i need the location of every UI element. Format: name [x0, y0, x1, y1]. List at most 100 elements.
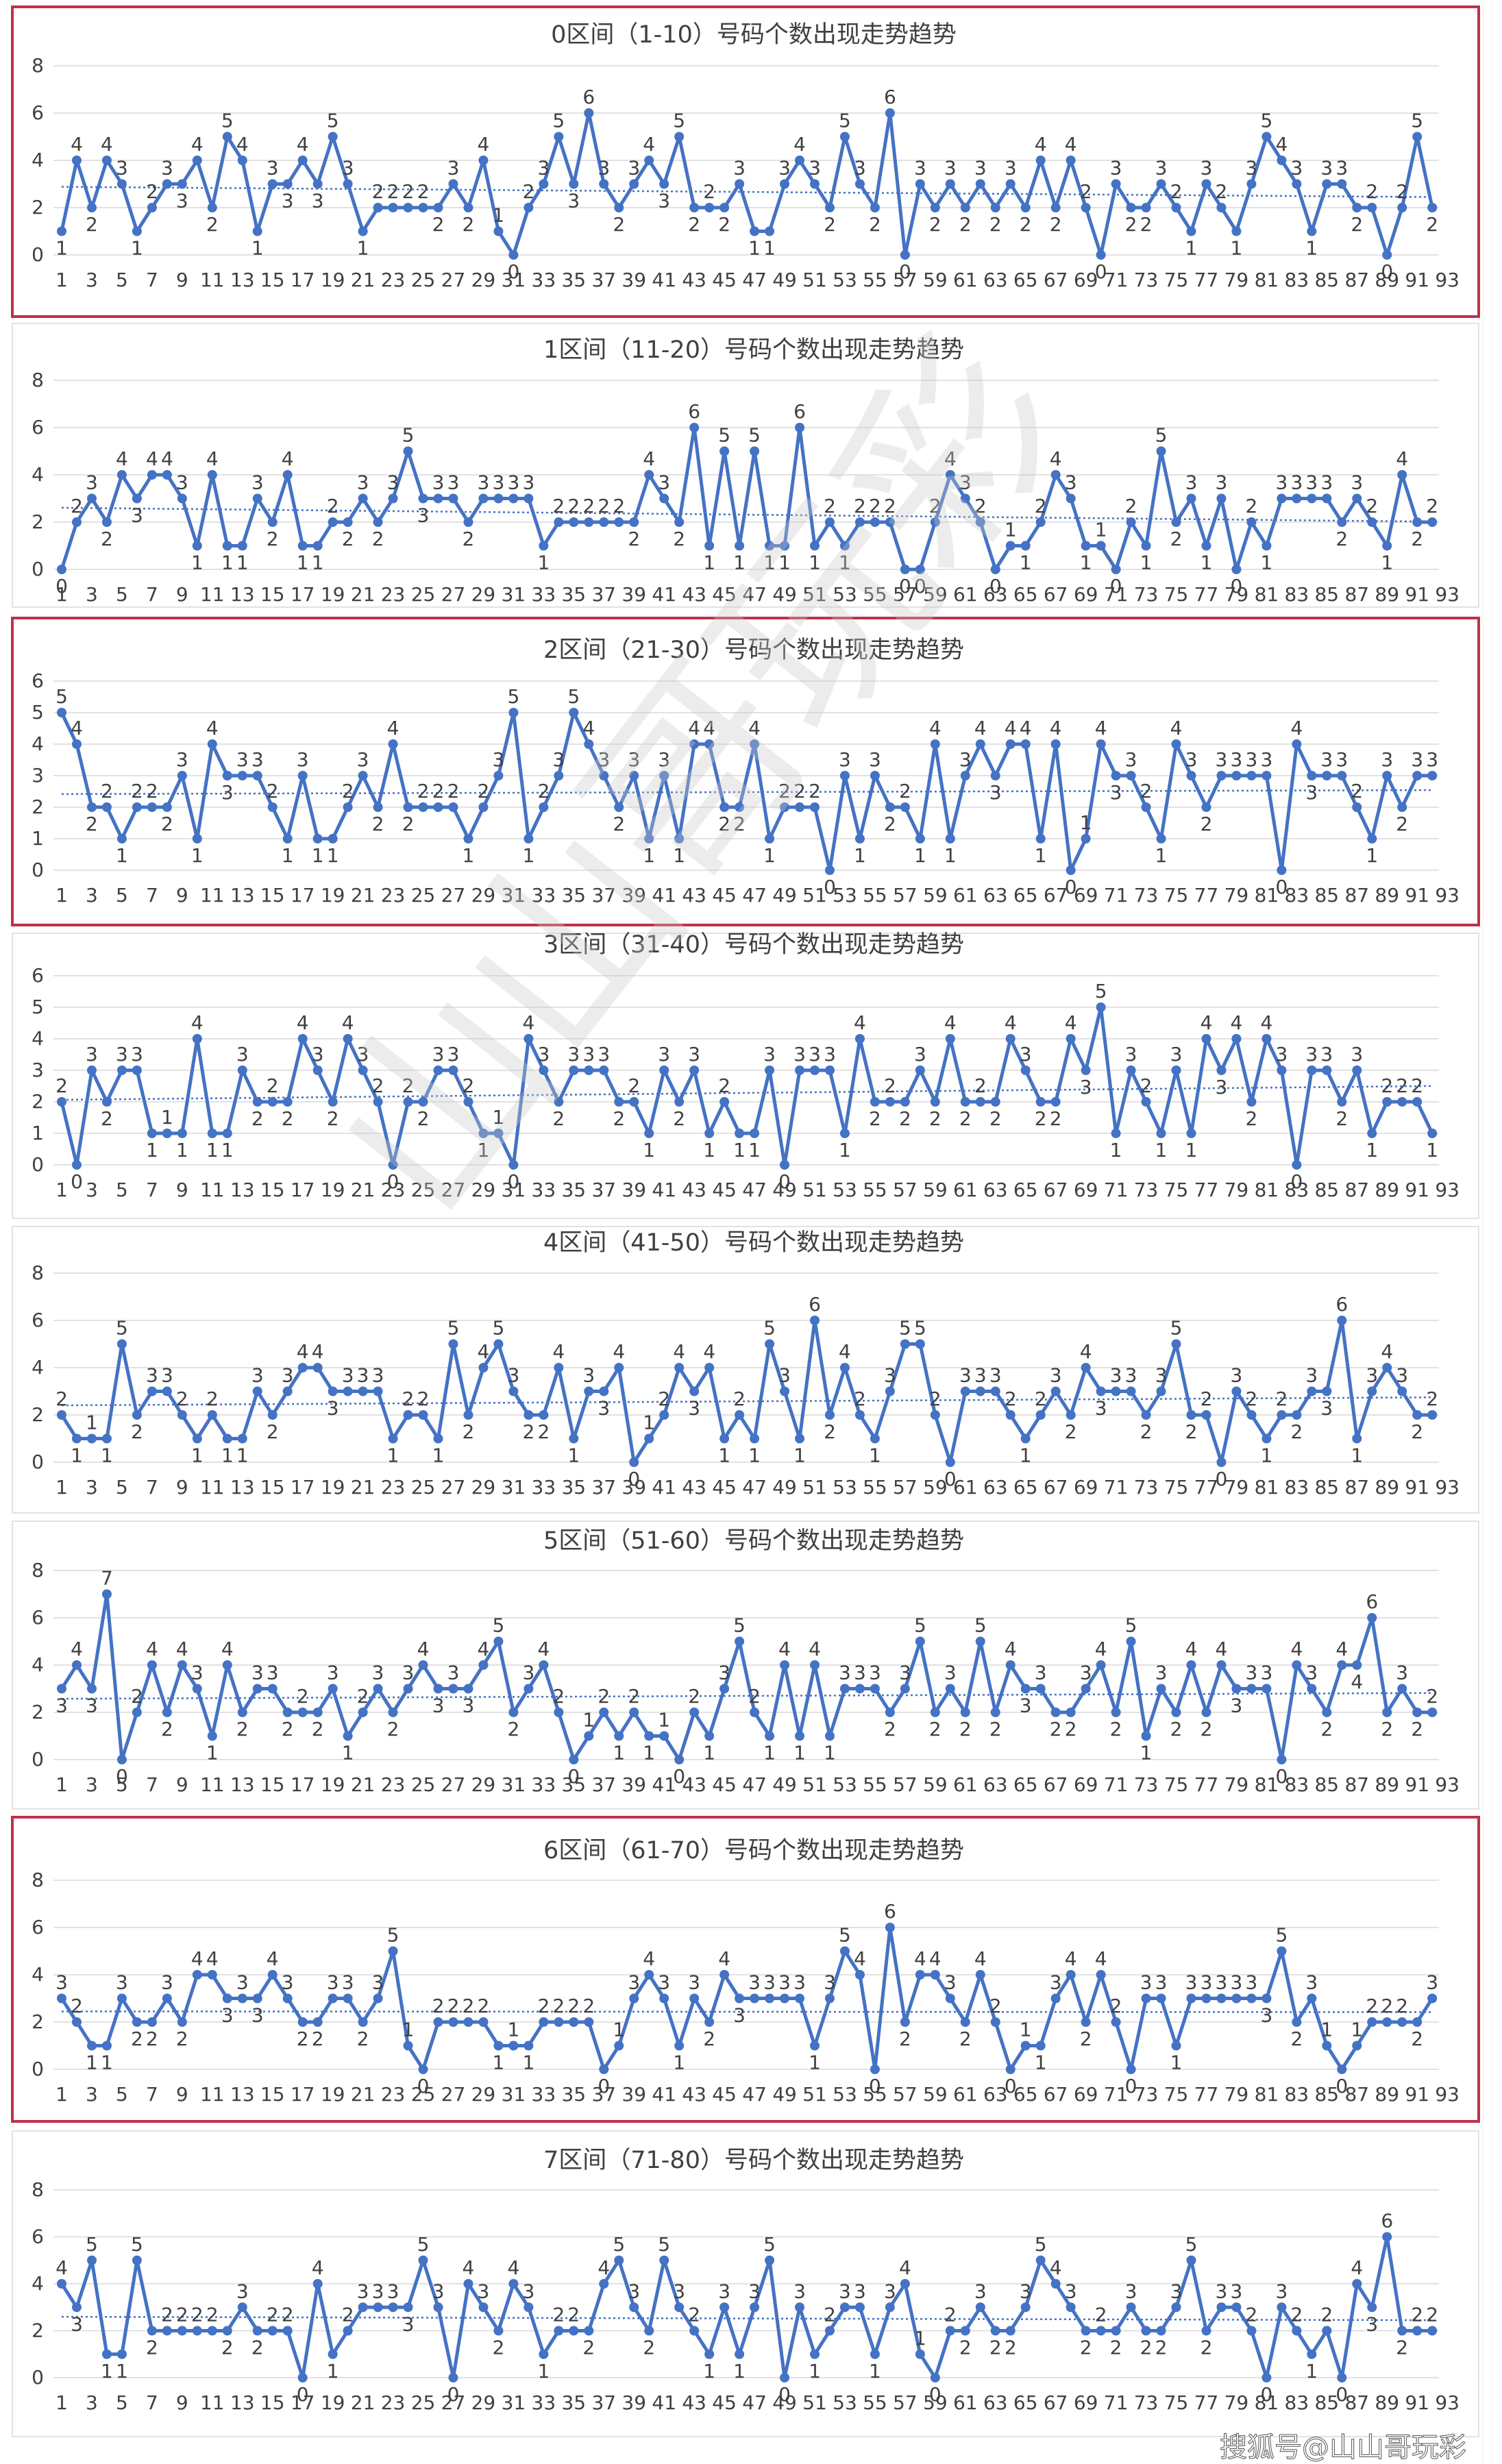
data-point	[237, 1065, 247, 1075]
data-label: 5	[839, 1924, 851, 1947]
data-label: 4	[1050, 717, 1062, 739]
data-point	[328, 1684, 338, 1694]
data-label: 3	[1305, 1662, 1318, 1684]
data-label: 3	[628, 157, 640, 180]
x-tick-label: 7	[146, 884, 158, 907]
x-tick-label: 27	[441, 269, 466, 291]
data-point	[584, 1731, 594, 1741]
data-point	[162, 179, 172, 189]
data-point	[252, 2326, 262, 2336]
data-point	[1352, 802, 1362, 812]
data-label: 3	[1275, 2280, 1288, 2302]
x-tick-label: 5	[116, 2083, 128, 2106]
data-label: 1	[56, 237, 68, 260]
data-point	[885, 1923, 895, 1932]
x-tick-label: 5	[116, 884, 128, 907]
data-point	[1397, 2326, 1407, 2336]
data-label: 2	[718, 1074, 730, 1097]
data-point	[1307, 2349, 1317, 2359]
data-label: 1	[733, 2360, 746, 2382]
data-label: 3	[191, 1662, 204, 1684]
data-point	[1261, 132, 1272, 142]
data-point	[222, 1129, 232, 1138]
data-label: 1	[643, 1742, 655, 1764]
data-point	[1367, 2017, 1377, 2027]
data-point	[101, 1589, 112, 1599]
data-point	[1231, 1684, 1242, 1694]
data-point	[1050, 470, 1061, 480]
data-label: 2	[267, 780, 279, 802]
data-label: 2	[944, 2304, 957, 2326]
data-label: 3	[658, 190, 670, 212]
data-point	[780, 541, 790, 551]
data-point	[177, 2017, 187, 2027]
data-label: 3	[251, 748, 264, 771]
data-label: 1	[522, 2052, 534, 2074]
data-point	[1307, 1386, 1317, 1396]
x-tick-label: 61	[953, 1476, 978, 1499]
data-label: 2	[131, 780, 143, 802]
data-point	[1277, 1410, 1287, 1420]
data-label: 3	[778, 1364, 791, 1387]
x-tick-label: 75	[1164, 269, 1189, 291]
data-point	[854, 517, 865, 527]
x-tick-label: 39	[621, 884, 646, 907]
data-point	[900, 1339, 910, 1349]
data-label: 2	[688, 2304, 700, 2326]
data-label: 1	[1426, 1139, 1438, 1161]
data-label: 4	[1351, 1671, 1363, 1693]
data-point	[885, 108, 895, 118]
data-label: 3	[327, 1971, 339, 1994]
data-point	[1020, 203, 1031, 212]
trendline	[61, 1396, 1433, 1407]
data-label: 2	[131, 1685, 143, 1708]
x-tick-label: 33	[532, 1773, 556, 1796]
y-tick-label: 3	[32, 1059, 44, 1081]
data-label: 4	[312, 1340, 324, 1363]
data-point	[1186, 1410, 1196, 1420]
data-label: 3	[944, 157, 957, 180]
data-point	[1081, 1684, 1091, 1694]
data-label: 5	[1155, 424, 1168, 447]
x-tick-label: 17	[291, 583, 315, 606]
data-label: 1	[191, 552, 204, 574]
data-point	[644, 1970, 654, 1980]
y-tick-label: 4	[32, 149, 44, 171]
data-point	[915, 565, 925, 574]
data-point	[71, 1660, 82, 1670]
data-point	[86, 802, 97, 812]
data-label: 2	[628, 1074, 640, 1097]
data-label: 2	[1335, 1107, 1348, 1130]
data-label: 4	[1216, 1638, 1228, 1660]
data-point	[1201, 1034, 1211, 1044]
x-tick-label: 9	[176, 884, 188, 907]
data-point	[1081, 834, 1091, 843]
data-point	[900, 2279, 910, 2289]
data-label: 4	[478, 133, 490, 156]
data-label: 2	[387, 180, 399, 203]
data-point	[674, 1363, 685, 1372]
data-label: 4	[552, 1340, 565, 1363]
x-tick-label: 53	[833, 1179, 857, 1201]
data-label: 2	[161, 1718, 173, 1740]
data-point	[493, 771, 504, 780]
data-point	[177, 1660, 187, 1670]
data-label: 0	[1110, 575, 1122, 597]
data-point	[1307, 226, 1317, 236]
data-point	[524, 1684, 534, 1694]
data-point	[132, 226, 142, 236]
data-point	[1412, 771, 1423, 780]
data-point	[343, 2326, 353, 2336]
data-point	[1126, 517, 1136, 527]
data-label: 2	[1201, 2337, 1213, 2359]
y-tick-label: 2	[32, 796, 44, 818]
x-tick-label: 9	[176, 1179, 188, 1201]
data-label: 1	[161, 1106, 173, 1129]
x-tick-label: 1	[56, 884, 68, 907]
data-point	[569, 708, 579, 717]
data-label: 2	[989, 1995, 1002, 2017]
y-tick-label: 6	[32, 1606, 44, 1629]
x-tick-label: 65	[1013, 2083, 1038, 2106]
data-point	[750, 1993, 760, 2004]
